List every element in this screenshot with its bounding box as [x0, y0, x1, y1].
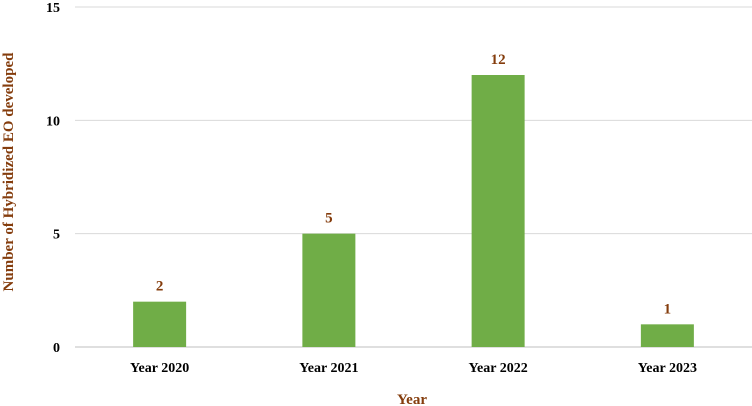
x-axis-title: Year: [397, 392, 427, 406]
data-label: 12: [491, 52, 506, 68]
bar-year-2020: [133, 301, 187, 347]
bar-year-2022: [471, 75, 525, 347]
bar-year-2023: [640, 324, 694, 347]
gridlines: [75, 6, 752, 348]
y-axis-ticks: 0 5 10 15: [46, 1, 60, 356]
y-tick-label: 15: [46, 1, 60, 16]
y-tick-label: 0: [53, 341, 60, 356]
y-tick-label: 10: [46, 114, 60, 129]
data-label: 5: [325, 211, 333, 227]
x-tick-label: Year 2023: [638, 361, 697, 376]
bar-year-2021: [302, 233, 356, 347]
data-label: 1: [664, 301, 672, 317]
y-tick-label: 5: [53, 228, 60, 243]
x-tick-label: Year 2020: [130, 361, 189, 376]
bars: [133, 75, 694, 347]
data-label: 2: [156, 279, 164, 295]
x-axis-ticks: Year 2020 Year 2021 Year 2022 Year 2023: [130, 361, 697, 376]
x-tick-label: Year 2022: [469, 361, 528, 376]
x-tick-label: Year 2021: [299, 361, 358, 376]
y-axis-title: Number of Hybridized EO developed: [1, 52, 17, 292]
data-labels: 2 5 12 1: [156, 52, 671, 317]
